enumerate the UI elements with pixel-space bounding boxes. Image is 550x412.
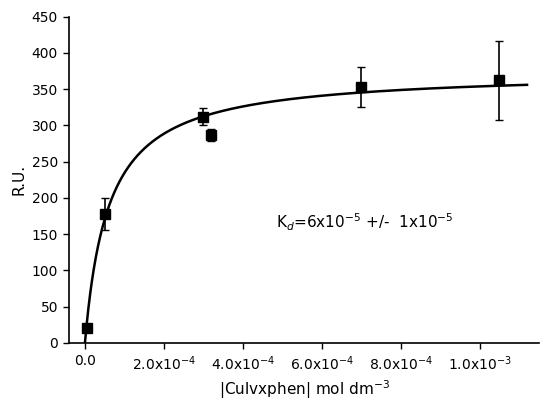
Y-axis label: R.U.: R.U. xyxy=(11,164,26,195)
X-axis label: |Culvxphen| mol dm$^{-3}$: |Culvxphen| mol dm$^{-3}$ xyxy=(218,378,389,401)
Text: K$_d$=6x10$^{-5}$ +/-  1x10$^{-5}$: K$_d$=6x10$^{-5}$ +/- 1x10$^{-5}$ xyxy=(276,211,453,233)
